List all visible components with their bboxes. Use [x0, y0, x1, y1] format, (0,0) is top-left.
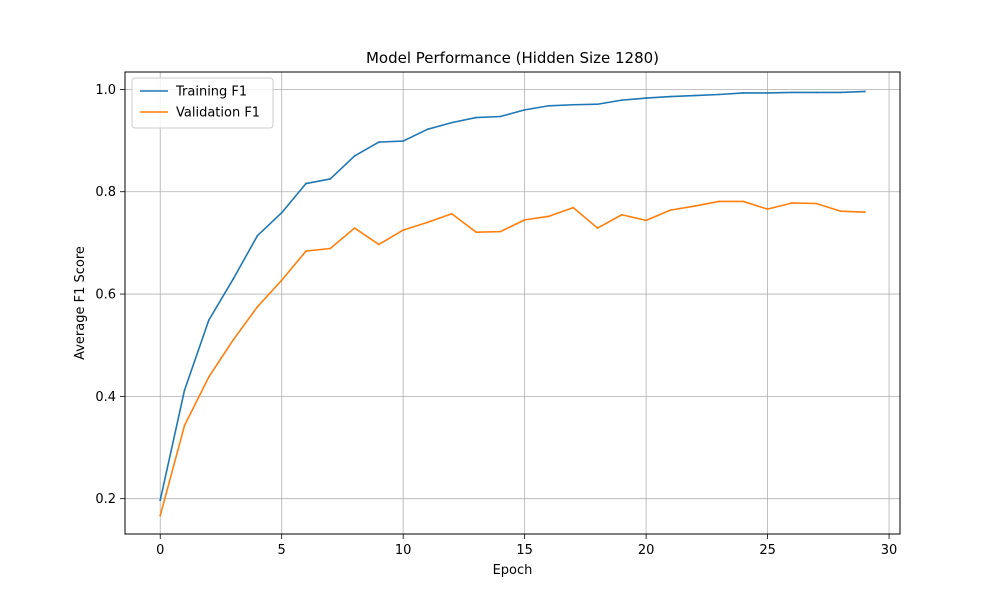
data-point-1	[596, 227, 599, 229]
data-point-1	[183, 424, 186, 427]
data-point-1	[305, 250, 307, 252]
data-point-1	[620, 213, 623, 216]
data-point-1	[766, 208, 769, 211]
x-tick-label: 10	[395, 543, 412, 558]
data-point-0	[426, 128, 429, 131]
data-point-1	[499, 230, 502, 233]
data-point-0	[305, 182, 307, 185]
legend: Training F1 Validation F1	[131, 77, 274, 129]
data-point-1	[353, 227, 356, 229]
data-point-0	[159, 499, 162, 502]
x-tick-label: 20	[638, 543, 655, 558]
data-point-1	[523, 218, 526, 221]
data-point-1	[377, 243, 380, 246]
x-tick-label: 15	[516, 543, 533, 558]
data-point-1	[402, 229, 405, 231]
data-point-0	[523, 108, 526, 111]
data-point-0	[353, 155, 356, 157]
data-point-0	[256, 234, 259, 237]
series-line-0	[159, 90, 866, 502]
plot-area-frame	[124, 71, 901, 535]
data-point-1	[742, 200, 745, 203]
data-point-0	[450, 121, 453, 124]
data-point-0	[548, 104, 550, 107]
data-point-0	[790, 91, 793, 94]
x-tick-label: 25	[759, 543, 776, 558]
data-point-1	[815, 202, 818, 205]
series-line-1	[159, 200, 866, 517]
legend-label: Validation F1	[176, 106, 260, 121]
data-point-1	[207, 376, 210, 378]
data-point-0	[572, 103, 575, 106]
data-point-1	[718, 200, 720, 203]
data-point-1	[280, 279, 283, 282]
y-tick-label: 0.8	[95, 185, 116, 200]
chart-title: Model Performance (Hidden Size 1280)	[366, 49, 659, 67]
data-point-1	[329, 247, 332, 250]
data-point-1	[669, 209, 672, 212]
legend-label: Training F1	[175, 85, 247, 100]
data-point-0	[402, 140, 405, 142]
data-point-0	[475, 116, 477, 119]
data-point-1	[863, 211, 866, 214]
x-axis-title: Epoch	[493, 563, 533, 578]
data-point-0	[645, 97, 648, 99]
data-point-1	[426, 221, 429, 224]
data-point-0	[718, 93, 720, 96]
x-tick-label: 30	[881, 543, 898, 558]
data-point-0	[863, 90, 866, 93]
x-tick-label: 5	[278, 543, 286, 558]
data-point-1	[256, 305, 259, 308]
x-tick-label: 0	[156, 543, 164, 558]
data-point-0	[499, 115, 502, 118]
data-point-1	[232, 339, 235, 341]
data-point-1	[450, 212, 453, 215]
data-point-0	[766, 92, 769, 94]
data-point-1	[693, 205, 696, 207]
data-point-0	[183, 389, 186, 392]
data-point-0	[207, 319, 210, 322]
axis-ticks: 0 5 10 15 20 25 30 0.2 0.4 0.6 0.8 1.0	[95, 83, 897, 558]
data-point-1	[839, 210, 842, 213]
data-point-1	[645, 219, 648, 222]
data-point-0	[742, 92, 745, 94]
data-point-0	[815, 91, 818, 94]
data-point-0	[693, 94, 696, 97]
data-point-0	[669, 95, 672, 98]
data-point-0	[839, 91, 842, 94]
y-tick-label: 1.0	[95, 83, 116, 98]
data-point-0	[232, 278, 235, 281]
y-tick-label: 0.2	[95, 492, 116, 507]
data-point-0	[377, 141, 380, 143]
data-point-1	[790, 202, 793, 204]
data-point-1	[159, 514, 162, 517]
series-lines	[159, 90, 866, 517]
data-point-0	[329, 178, 332, 180]
data-point-1	[475, 231, 477, 234]
y-axis-title: Average F1 Score	[73, 246, 88, 360]
y-tick-label: 0.4	[95, 390, 116, 405]
data-point-0	[280, 211, 283, 214]
y-tick-label: 0.6	[95, 288, 116, 303]
grid	[125, 72, 900, 534]
data-point-1	[572, 206, 575, 209]
data-point-0	[620, 99, 623, 102]
data-point-1	[548, 215, 550, 218]
data-point-0	[596, 103, 599, 106]
